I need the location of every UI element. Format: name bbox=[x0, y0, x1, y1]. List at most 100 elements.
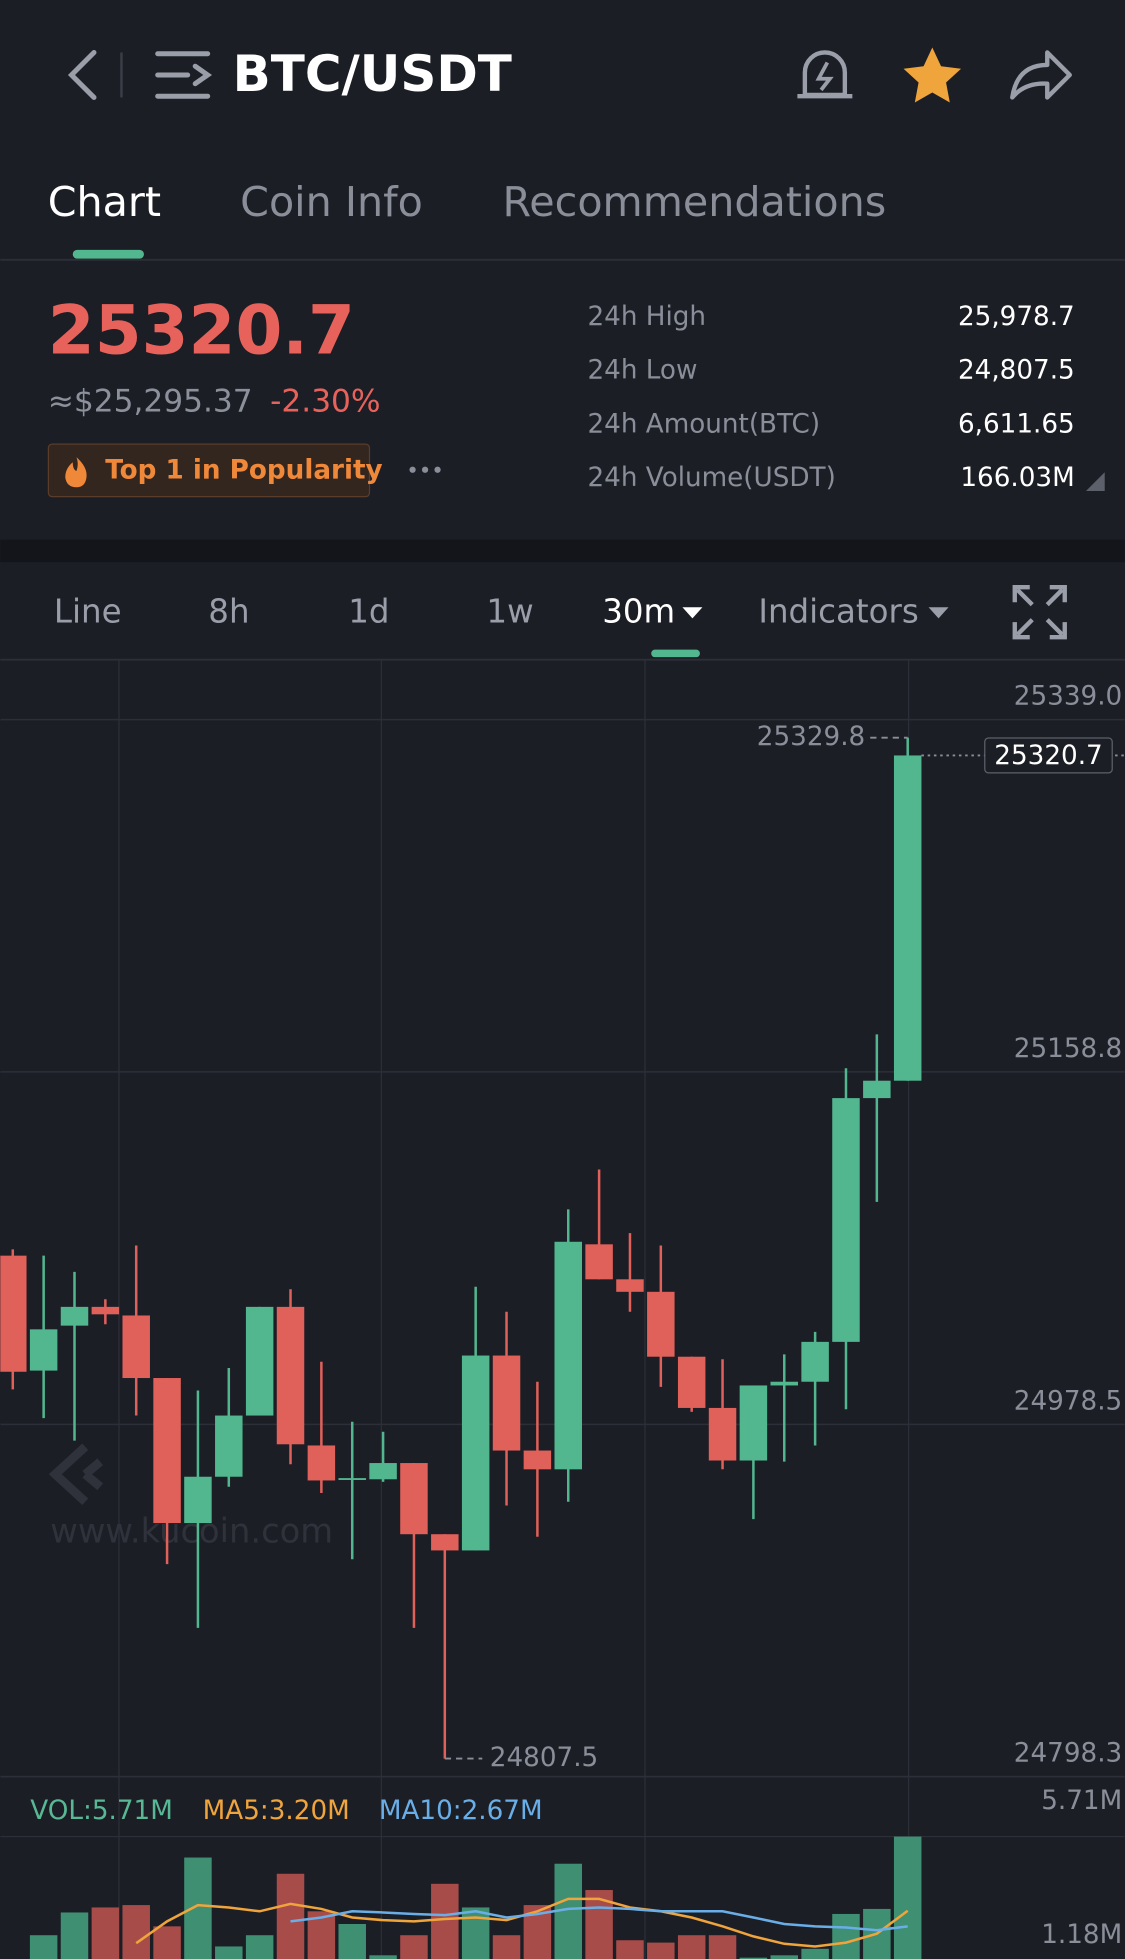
more-button[interactable] bbox=[409, 466, 441, 473]
volume-legend: MA10:2.67M bbox=[379, 1796, 543, 1826]
volume-bar bbox=[647, 1942, 675, 1959]
favorite-button[interactable] bbox=[903, 47, 962, 103]
volume-bar bbox=[461, 1907, 490, 1959]
volume-bar bbox=[60, 1912, 89, 1959]
candle-body bbox=[801, 1341, 829, 1382]
y-tick-label: 25158.8 bbox=[1014, 1034, 1122, 1064]
max-marker: 25329.8 bbox=[757, 722, 865, 752]
alert-button[interactable] bbox=[797, 50, 853, 99]
corner-mark bbox=[1085, 472, 1105, 491]
volume-bar bbox=[215, 1946, 243, 1959]
candle-body bbox=[215, 1415, 243, 1477]
toolbar-item[interactable]: 1w bbox=[486, 592, 533, 630]
candle-body bbox=[739, 1385, 768, 1461]
section-gap bbox=[0, 539, 1125, 563]
toolbar-item[interactable]: Line bbox=[54, 592, 122, 630]
volume-bar bbox=[153, 1926, 181, 1959]
stat-value: 166.03M bbox=[960, 463, 1074, 493]
candle-body bbox=[616, 1279, 644, 1292]
volume-bar bbox=[245, 1935, 274, 1959]
candle-body bbox=[338, 1478, 366, 1480]
candle-body bbox=[153, 1378, 181, 1524]
candle-body bbox=[708, 1407, 737, 1461]
y-tick-label: 25339.0 bbox=[1014, 682, 1122, 712]
candle-body bbox=[863, 1080, 891, 1099]
volume-bar bbox=[91, 1907, 120, 1959]
stat-value: 6,611.65 bbox=[958, 409, 1075, 439]
candle-body bbox=[554, 1241, 582, 1470]
tab[interactable]: Recommendations bbox=[503, 178, 887, 226]
candle-body bbox=[523, 1450, 552, 1470]
volume-bar bbox=[338, 1923, 366, 1959]
volume-bar bbox=[832, 1913, 860, 1959]
min-marker: 24807.5 bbox=[490, 1743, 598, 1773]
toolbar-item[interactable]: 1d bbox=[348, 592, 389, 630]
last-price-tag: 25320.7 bbox=[994, 741, 1102, 771]
candle-body bbox=[431, 1534, 459, 1551]
dropdown-arrow bbox=[682, 607, 703, 619]
stat-value: 25,978.7 bbox=[958, 302, 1075, 332]
candle-body bbox=[461, 1355, 490, 1551]
menu-button[interactable] bbox=[155, 51, 213, 99]
stat-label: 24h Volume(USDT) bbox=[587, 463, 835, 493]
volume-bar bbox=[184, 1857, 212, 1959]
tab[interactable]: Chart bbox=[48, 178, 161, 226]
tab[interactable]: Coin Info bbox=[240, 178, 423, 226]
usd-price: ≈$25,295.37 bbox=[48, 383, 253, 419]
candle-body bbox=[770, 1381, 799, 1386]
toolbar: Line 8h 1d 1w 30m Indicators bbox=[54, 592, 919, 630]
flame-icon bbox=[65, 457, 87, 488]
back-button[interactable] bbox=[67, 49, 97, 100]
y-tick-label: 5.71M bbox=[1041, 1786, 1122, 1816]
candle-body bbox=[832, 1098, 860, 1342]
share-button[interactable] bbox=[1010, 50, 1072, 100]
candle-body bbox=[492, 1355, 521, 1451]
stat-label: 24h Amount(BTC) bbox=[587, 409, 820, 439]
plot: 25339.0 25158.8 24978.5 24798.3 25329.8 24807… bbox=[0, 682, 1125, 1959]
volume-bar bbox=[893, 1836, 922, 1959]
last-price-box bbox=[984, 737, 1113, 774]
badge-text: Top 1 in Popularity bbox=[105, 456, 382, 486]
volume-legend: MA5:3.20M bbox=[203, 1796, 350, 1826]
candle-body bbox=[122, 1315, 150, 1379]
dropdown-arrow bbox=[928, 607, 949, 619]
stat-label: 24h High bbox=[587, 302, 706, 332]
candle-body bbox=[29, 1329, 58, 1371]
toolbar-item[interactable]: Indicators bbox=[758, 592, 918, 630]
volume-bar bbox=[122, 1905, 150, 1959]
toolbar-item[interactable]: 30m bbox=[602, 592, 675, 630]
fullscreen-button[interactable] bbox=[1012, 585, 1067, 640]
y-tick-label: 1.18M bbox=[1041, 1920, 1122, 1950]
volume-bar bbox=[770, 1955, 799, 1959]
volume-legend: VOL:5.71M bbox=[30, 1796, 173, 1826]
candle-body bbox=[893, 755, 922, 1081]
volume-bar bbox=[276, 1873, 305, 1959]
candle-body bbox=[369, 1463, 397, 1480]
interval-indicator bbox=[651, 649, 700, 658]
candle-body bbox=[91, 1306, 120, 1315]
tab-indicator bbox=[72, 249, 144, 259]
volume-bar bbox=[708, 1935, 737, 1959]
last-price: 25320.7 bbox=[48, 290, 355, 369]
volume-bar bbox=[677, 1935, 706, 1959]
candle-body bbox=[245, 1306, 274, 1416]
candle-body bbox=[307, 1445, 336, 1481]
toolbar-item[interactable]: 8h bbox=[208, 592, 249, 630]
watermark-logo bbox=[48, 1443, 104, 1505]
candle-body bbox=[60, 1306, 89, 1326]
candle-body bbox=[276, 1306, 305, 1445]
stats: 24h High 25,978.7 24h Low 24,807.5 24h Amoun… bbox=[587, 302, 1074, 493]
volume-bar bbox=[616, 1940, 644, 1959]
volume-bar bbox=[400, 1935, 428, 1959]
badge[interactable] bbox=[47, 443, 371, 498]
volume-bar bbox=[739, 1957, 768, 1959]
ma-line bbox=[290, 1906, 908, 1932]
price-change: -2.30% bbox=[270, 383, 380, 419]
candle-body bbox=[647, 1291, 675, 1357]
candle-body bbox=[585, 1244, 613, 1280]
volume-bar bbox=[369, 1955, 397, 1959]
stat-value: 24,807.5 bbox=[958, 356, 1075, 386]
